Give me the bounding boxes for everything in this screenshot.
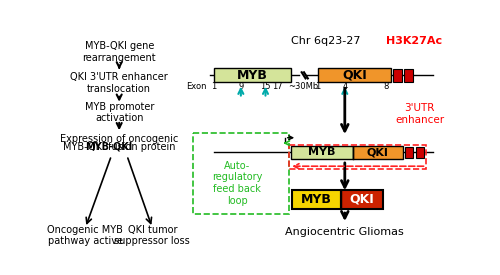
Text: QKI tumor
suppressor loss: QKI tumor suppressor loss bbox=[114, 225, 190, 246]
Text: MYB: MYB bbox=[237, 69, 268, 82]
Text: QKI: QKI bbox=[366, 147, 388, 157]
Text: Angiocentric Gliomas: Angiocentric Gliomas bbox=[286, 227, 404, 237]
Bar bbox=[318, 68, 391, 82]
Text: MYB promoter
activation: MYB promoter activation bbox=[84, 101, 154, 123]
Text: Chr 6q23-27: Chr 6q23-27 bbox=[291, 36, 360, 46]
Bar bbox=[290, 145, 426, 169]
Bar bbox=[352, 146, 403, 158]
Text: MYB-QKI fusion protein: MYB-QKI fusion protein bbox=[63, 142, 176, 152]
Bar bbox=[394, 69, 402, 81]
Text: 1: 1 bbox=[315, 82, 320, 91]
Bar bbox=[214, 68, 291, 82]
Bar bbox=[416, 147, 424, 158]
Text: QKI 3'UTR enhancer
translocation: QKI 3'UTR enhancer translocation bbox=[70, 72, 168, 94]
Bar bbox=[193, 133, 288, 214]
Text: Expression of oncogenic: Expression of oncogenic bbox=[60, 134, 178, 144]
Text: 17: 17 bbox=[272, 82, 282, 91]
Bar bbox=[341, 190, 382, 208]
Text: 8: 8 bbox=[383, 82, 388, 91]
Text: 1: 1 bbox=[212, 82, 216, 91]
Text: 3'UTR
enhancer: 3'UTR enhancer bbox=[395, 103, 444, 125]
Text: 15: 15 bbox=[260, 82, 270, 91]
Text: MYB-QKI: MYB-QKI bbox=[85, 142, 132, 152]
Bar bbox=[405, 147, 413, 158]
Text: QKI: QKI bbox=[342, 69, 367, 82]
Text: 9: 9 bbox=[238, 82, 244, 91]
Text: QKI: QKI bbox=[350, 193, 374, 206]
Text: H3K27Ac: H3K27Ac bbox=[386, 36, 442, 46]
Text: Oncogenic MYB
pathway active: Oncogenic MYB pathway active bbox=[48, 225, 123, 246]
Bar bbox=[404, 69, 412, 81]
Text: MYB: MYB bbox=[308, 147, 336, 157]
Text: ~30Mb: ~30Mb bbox=[288, 82, 318, 91]
Text: Exon: Exon bbox=[186, 82, 207, 91]
Text: MYB: MYB bbox=[301, 193, 332, 206]
Bar bbox=[292, 190, 341, 208]
Text: 4: 4 bbox=[342, 82, 347, 91]
Text: MYB-QKI gene
rearrangement: MYB-QKI gene rearrangement bbox=[82, 42, 156, 63]
Bar bbox=[291, 146, 352, 158]
Text: Auto-
regulatory
feed back
loop: Auto- regulatory feed back loop bbox=[212, 161, 262, 205]
